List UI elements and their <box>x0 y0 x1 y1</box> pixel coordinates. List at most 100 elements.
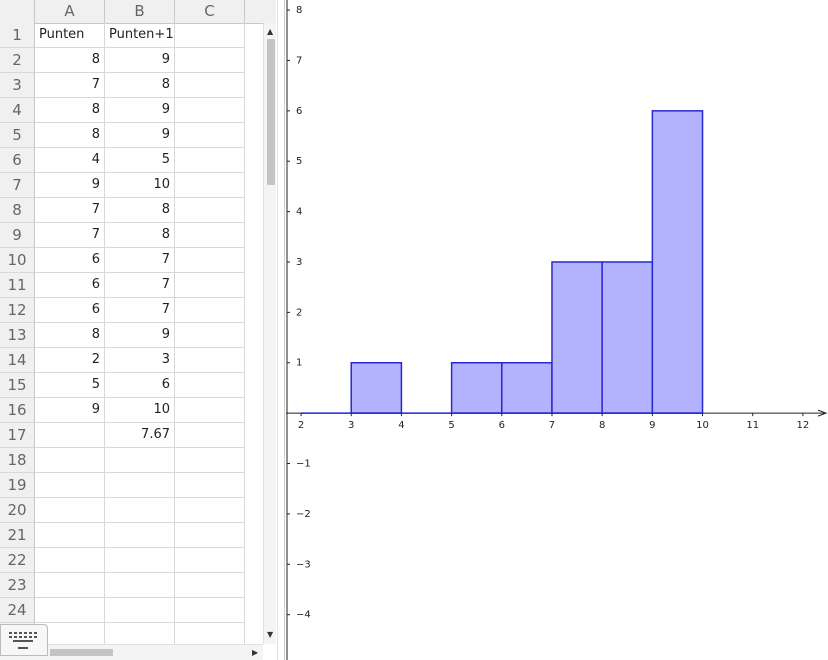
graphics-view[interactable]: 2 3 4 5 6 7 8 9 10 11 12 8 7 6 5 4 3 2 1 −1 −2 −3 −4 <box>286 0 828 660</box>
cell-c9[interactable] <box>175 223 245 248</box>
cell-c5[interactable] <box>175 123 245 148</box>
row-header[interactable]: 17 <box>0 423 35 448</box>
cell-a13[interactable]: 8 <box>35 323 105 348</box>
cell-c8[interactable] <box>175 198 245 223</box>
cell-b8[interactable]: 8 <box>105 198 175 223</box>
cell-c16[interactable] <box>175 398 245 423</box>
cell-c21[interactable] <box>175 523 245 548</box>
cell-a21[interactable] <box>35 523 105 548</box>
cell-a4[interactable]: 8 <box>35 98 105 123</box>
row-header[interactable]: 16 <box>0 398 35 423</box>
cell-b20[interactable] <box>105 498 175 523</box>
cell-a11[interactable]: 6 <box>35 273 105 298</box>
cell-c19[interactable] <box>175 473 245 498</box>
cell-a22[interactable] <box>35 548 105 573</box>
row-header[interactable]: 11 <box>0 273 35 298</box>
horizontal-scroll-thumb[interactable] <box>50 649 113 656</box>
vertical-scroll-thumb[interactable] <box>267 39 275 185</box>
cell-b7[interactable]: 10 <box>105 173 175 198</box>
row-header[interactable]: 12 <box>0 298 35 323</box>
cell-c4[interactable] <box>175 98 245 123</box>
cell-b12[interactable]: 7 <box>105 298 175 323</box>
cell-a23[interactable] <box>35 573 105 598</box>
cell-c23[interactable] <box>175 573 245 598</box>
cell-a14[interactable]: 2 <box>35 348 105 373</box>
cell-a3[interactable]: 7 <box>35 73 105 98</box>
cell-b5[interactable]: 9 <box>105 123 175 148</box>
cell-b17[interactable]: 7.67 <box>105 423 175 448</box>
cell-c24[interactable] <box>175 598 245 623</box>
cell-b13[interactable]: 9 <box>105 323 175 348</box>
panel-divider[interactable] <box>277 0 285 660</box>
cell-b9[interactable]: 8 <box>105 223 175 248</box>
cell-c7[interactable] <box>175 173 245 198</box>
cell-a15[interactable]: 5 <box>35 373 105 398</box>
cell-c17[interactable] <box>175 423 245 448</box>
cell-a18[interactable] <box>35 448 105 473</box>
cell-c14[interactable] <box>175 348 245 373</box>
column-header-c[interactable]: C <box>175 0 245 23</box>
row-header[interactable]: 24 <box>0 598 35 623</box>
row-header[interactable]: 23 <box>0 573 35 598</box>
column-header-a[interactable]: A <box>35 0 105 23</box>
cell-a12[interactable]: 6 <box>35 298 105 323</box>
row-header[interactable]: 6 <box>0 148 35 173</box>
cell-b1[interactable]: Punten+1 <box>105 23 175 48</box>
cell-b22[interactable] <box>105 548 175 573</box>
cell-a19[interactable] <box>35 473 105 498</box>
cell-c6[interactable] <box>175 148 245 173</box>
cell-b2[interactable]: 9 <box>105 48 175 73</box>
column-header-b[interactable]: B <box>105 0 175 23</box>
cell-c10[interactable] <box>175 248 245 273</box>
cell-c12[interactable] <box>175 298 245 323</box>
cell-b19[interactable] <box>105 473 175 498</box>
cell-b24[interactable] <box>105 598 175 623</box>
row-header[interactable]: 19 <box>0 473 35 498</box>
row-header[interactable]: 4 <box>0 98 35 123</box>
cell-c11[interactable] <box>175 273 245 298</box>
cell-a7[interactable]: 9 <box>35 173 105 198</box>
row-header[interactable]: 22 <box>0 548 35 573</box>
cell-a6[interactable]: 4 <box>35 148 105 173</box>
row-header[interactable]: 3 <box>0 73 35 98</box>
row-header[interactable]: 14 <box>0 348 35 373</box>
row-header[interactable]: 7 <box>0 173 35 198</box>
cell-b6[interactable]: 5 <box>105 148 175 173</box>
row-header[interactable]: 13 <box>0 323 35 348</box>
row-header[interactable]: 2 <box>0 48 35 73</box>
keyboard-button[interactable] <box>0 624 48 656</box>
cell-c2[interactable] <box>175 48 245 73</box>
cell-c13[interactable] <box>175 323 245 348</box>
cell-b23[interactable] <box>105 573 175 598</box>
row-header[interactable]: 8 <box>0 198 35 223</box>
cell-b18[interactable] <box>105 448 175 473</box>
scroll-down-icon[interactable]: ▼ <box>267 630 274 639</box>
cell-a10[interactable]: 6 <box>35 248 105 273</box>
cell-c1[interactable] <box>175 23 245 48</box>
cell-c18[interactable] <box>175 448 245 473</box>
row-header[interactable]: 21 <box>0 523 35 548</box>
cell-a17[interactable] <box>35 423 105 448</box>
row-header[interactable]: 1 <box>0 23 35 48</box>
cell-a2[interactable]: 8 <box>35 48 105 73</box>
cell-a20[interactable] <box>35 498 105 523</box>
row-header[interactable]: 18 <box>0 448 35 473</box>
cell-b14[interactable]: 3 <box>105 348 175 373</box>
cell-a9[interactable]: 7 <box>35 223 105 248</box>
cell-a1[interactable]: Punten <box>35 23 105 48</box>
scroll-up-icon[interactable]: ▲ <box>267 27 274 36</box>
corner-cell[interactable] <box>0 0 35 23</box>
cell-b10[interactable]: 7 <box>105 248 175 273</box>
cell-c22[interactable] <box>175 548 245 573</box>
cell-b11[interactable]: 7 <box>105 273 175 298</box>
cell-a5[interactable]: 8 <box>35 123 105 148</box>
histogram-plot[interactable]: 2 3 4 5 6 7 8 9 10 11 12 8 7 6 5 4 3 2 1 −1 −2 −3 −4 <box>286 0 828 660</box>
cell-b15[interactable]: 6 <box>105 373 175 398</box>
row-header[interactable]: 5 <box>0 123 35 148</box>
cell-b4[interactable]: 9 <box>105 98 175 123</box>
row-header[interactable]: 20 <box>0 498 35 523</box>
cell-a24[interactable] <box>35 598 105 623</box>
cell-c3[interactable] <box>175 73 245 98</box>
cell-c15[interactable] <box>175 373 245 398</box>
horizontal-scrollbar[interactable]: ▶ <box>0 644 263 660</box>
